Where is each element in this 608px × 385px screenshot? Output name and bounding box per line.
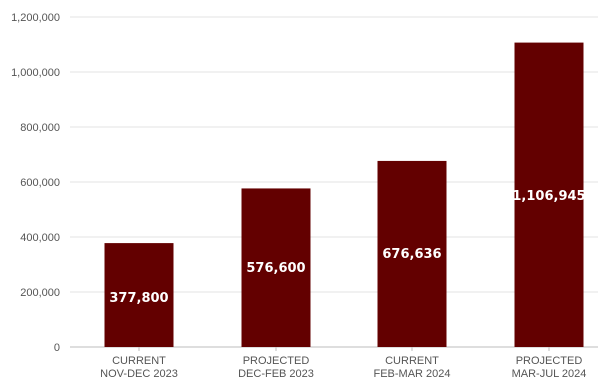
y-tick-label: 1,000,000 [11, 67, 60, 79]
category-label: PROJECTED [516, 355, 583, 367]
data-label: 377,800 [109, 291, 168, 306]
y-tick-label: 400,000 [20, 232, 60, 244]
y-tick-label: 600,000 [20, 177, 60, 189]
category-label: NOV-DEC 2023 [100, 368, 178, 380]
category-label: DEC-FEB 2023 [238, 368, 314, 380]
bar [377, 160, 447, 347]
category-label: FEB-MAR 2024 [373, 368, 450, 380]
category-label: MAR-JUL 2024 [512, 368, 587, 380]
data-label: 576,600 [246, 261, 305, 276]
bar [241, 188, 311, 347]
bar [104, 243, 174, 347]
data-label: 1,106,945 [512, 189, 585, 204]
category-label: CURRENT [112, 355, 166, 367]
data-label: 676,636 [382, 247, 441, 262]
category-label: CURRENT [385, 355, 439, 367]
y-tick-label: 0 [54, 342, 60, 354]
y-tick-label: 1,200,000 [11, 12, 60, 24]
bar [514, 42, 584, 348]
y-tick-label: 200,000 [20, 287, 60, 299]
y-tick-label: 800,000 [20, 122, 60, 134]
category-label: PROJECTED [243, 355, 310, 367]
